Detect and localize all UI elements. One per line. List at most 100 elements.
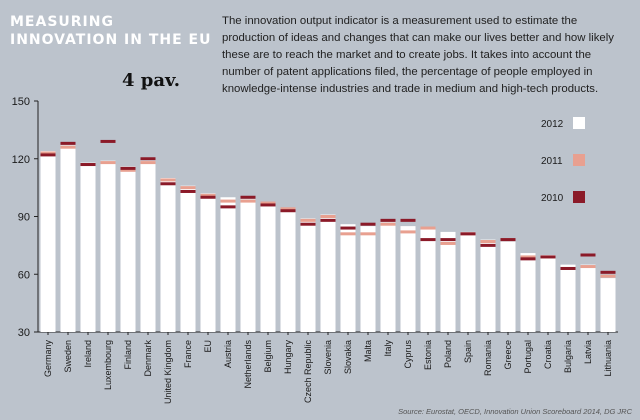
marker-2011 [420, 226, 436, 230]
marker-2011 [400, 230, 416, 234]
y-tick-label: 60 [18, 269, 30, 281]
marker-2011 [340, 232, 356, 236]
marker-2010 [320, 218, 336, 222]
marker-2011 [360, 232, 376, 236]
x-tick-label: Bulgaria [563, 340, 573, 373]
marker-2010 [500, 238, 516, 242]
bar-2012 [600, 278, 616, 332]
legend-label-2012: 2012 [541, 119, 564, 130]
marker-2011 [440, 241, 456, 245]
marker-2011 [140, 161, 156, 165]
marker-2011 [380, 222, 396, 226]
x-tick-label: Ireland [83, 340, 93, 368]
bar-2012 [540, 255, 556, 332]
marker-2011 [100, 161, 116, 165]
x-tick-label: Greece [503, 340, 513, 370]
x-tick-label: Croatia [543, 340, 553, 369]
marker-2011 [320, 215, 336, 218]
marker-2011 [580, 265, 596, 269]
x-tick-label: Hungary [283, 340, 293, 375]
marker-2011 [60, 145, 76, 149]
marker-2010 [160, 182, 176, 186]
x-tick-label: Italy [383, 340, 393, 357]
bar-2012 [300, 218, 316, 332]
x-tick-label: Cyprus [403, 340, 413, 369]
bar-2012 [280, 208, 296, 332]
x-tick-label: Luxembourg [103, 340, 113, 390]
marker-2011 [200, 193, 216, 197]
marker-2011 [280, 207, 296, 211]
legend-label-2011: 2011 [541, 156, 563, 167]
marker-2010 [340, 226, 356, 230]
bar-2012 [320, 214, 336, 332]
bar-2012 [140, 160, 156, 332]
bar-2012 [160, 178, 176, 332]
marker-2011 [300, 218, 316, 222]
bar-2012 [340, 224, 356, 332]
marker-2011 [180, 186, 196, 190]
marker-2010 [120, 166, 136, 170]
bar-2012 [380, 222, 396, 332]
bar-2012 [580, 264, 596, 332]
source-note: Source: Eurostat, OECD, Innovation Union… [398, 407, 632, 416]
x-tick-label: Slovakia [343, 340, 353, 374]
bar-2012 [120, 166, 136, 332]
marker-2010 [260, 203, 276, 207]
x-tick-label: Germany [43, 340, 53, 378]
chart-title-line-2: INNOVATION IN THE EU [10, 32, 212, 48]
bar-2012 [220, 197, 236, 332]
bar-2012 [40, 151, 56, 332]
marker-2010 [520, 257, 536, 261]
x-tick-label: Malta [363, 340, 373, 362]
bar-2012 [60, 145, 76, 332]
legend-swatch-2010 [573, 191, 585, 203]
marker-2011 [240, 199, 256, 203]
x-tick-label: Czech Republic [303, 340, 313, 404]
marker-2010 [420, 238, 436, 242]
marker-2010 [440, 238, 456, 242]
marker-2011 [480, 240, 496, 244]
marker-2010 [280, 209, 296, 213]
bar-2012 [400, 226, 416, 332]
marker-2010 [100, 139, 116, 143]
x-tick-label: United Kingdom [163, 340, 173, 404]
x-tick-label: Spain [463, 340, 473, 363]
bar-2012 [480, 239, 496, 332]
bar-2012 [520, 253, 536, 332]
x-tick-label: Austria [223, 340, 233, 368]
bar-2012 [560, 264, 576, 332]
x-tick-label: EU [203, 340, 213, 353]
legend-swatch-2012 [573, 117, 585, 129]
marker-2010 [360, 222, 376, 226]
marker-2010 [140, 157, 156, 161]
marker-2010 [460, 232, 476, 236]
bar-2012 [180, 185, 196, 332]
marker-2010 [580, 253, 596, 257]
page-annotation: 4 pav. [122, 70, 180, 91]
x-tick-label: Poland [443, 340, 453, 368]
marker-2010 [380, 218, 396, 222]
marker-2010 [240, 195, 256, 199]
x-tick-label: Slovenia [323, 340, 333, 375]
bar-2012 [460, 231, 476, 332]
bar-2012 [200, 193, 216, 332]
x-tick-label: Sweden [63, 340, 73, 373]
marker-2011 [40, 151, 56, 155]
marker-2010 [80, 163, 96, 167]
bar-2012 [360, 226, 376, 332]
x-tick-label: Denmark [143, 340, 153, 377]
marker-2010 [300, 222, 316, 226]
x-tick-label: Netherlands [243, 340, 253, 389]
y-tick-label: 120 [12, 154, 30, 166]
marker-2011 [120, 168, 136, 172]
marker-2011 [260, 201, 276, 205]
x-tick-label: Finland [123, 340, 133, 370]
x-tick-label: Romania [483, 340, 493, 376]
bar-2012 [420, 228, 436, 332]
x-tick-label: Belgium [263, 340, 273, 373]
legend-swatch-2011 [573, 154, 585, 166]
marker-2011 [220, 199, 236, 203]
bar-2012 [100, 160, 116, 332]
marker-2010 [220, 205, 236, 209]
